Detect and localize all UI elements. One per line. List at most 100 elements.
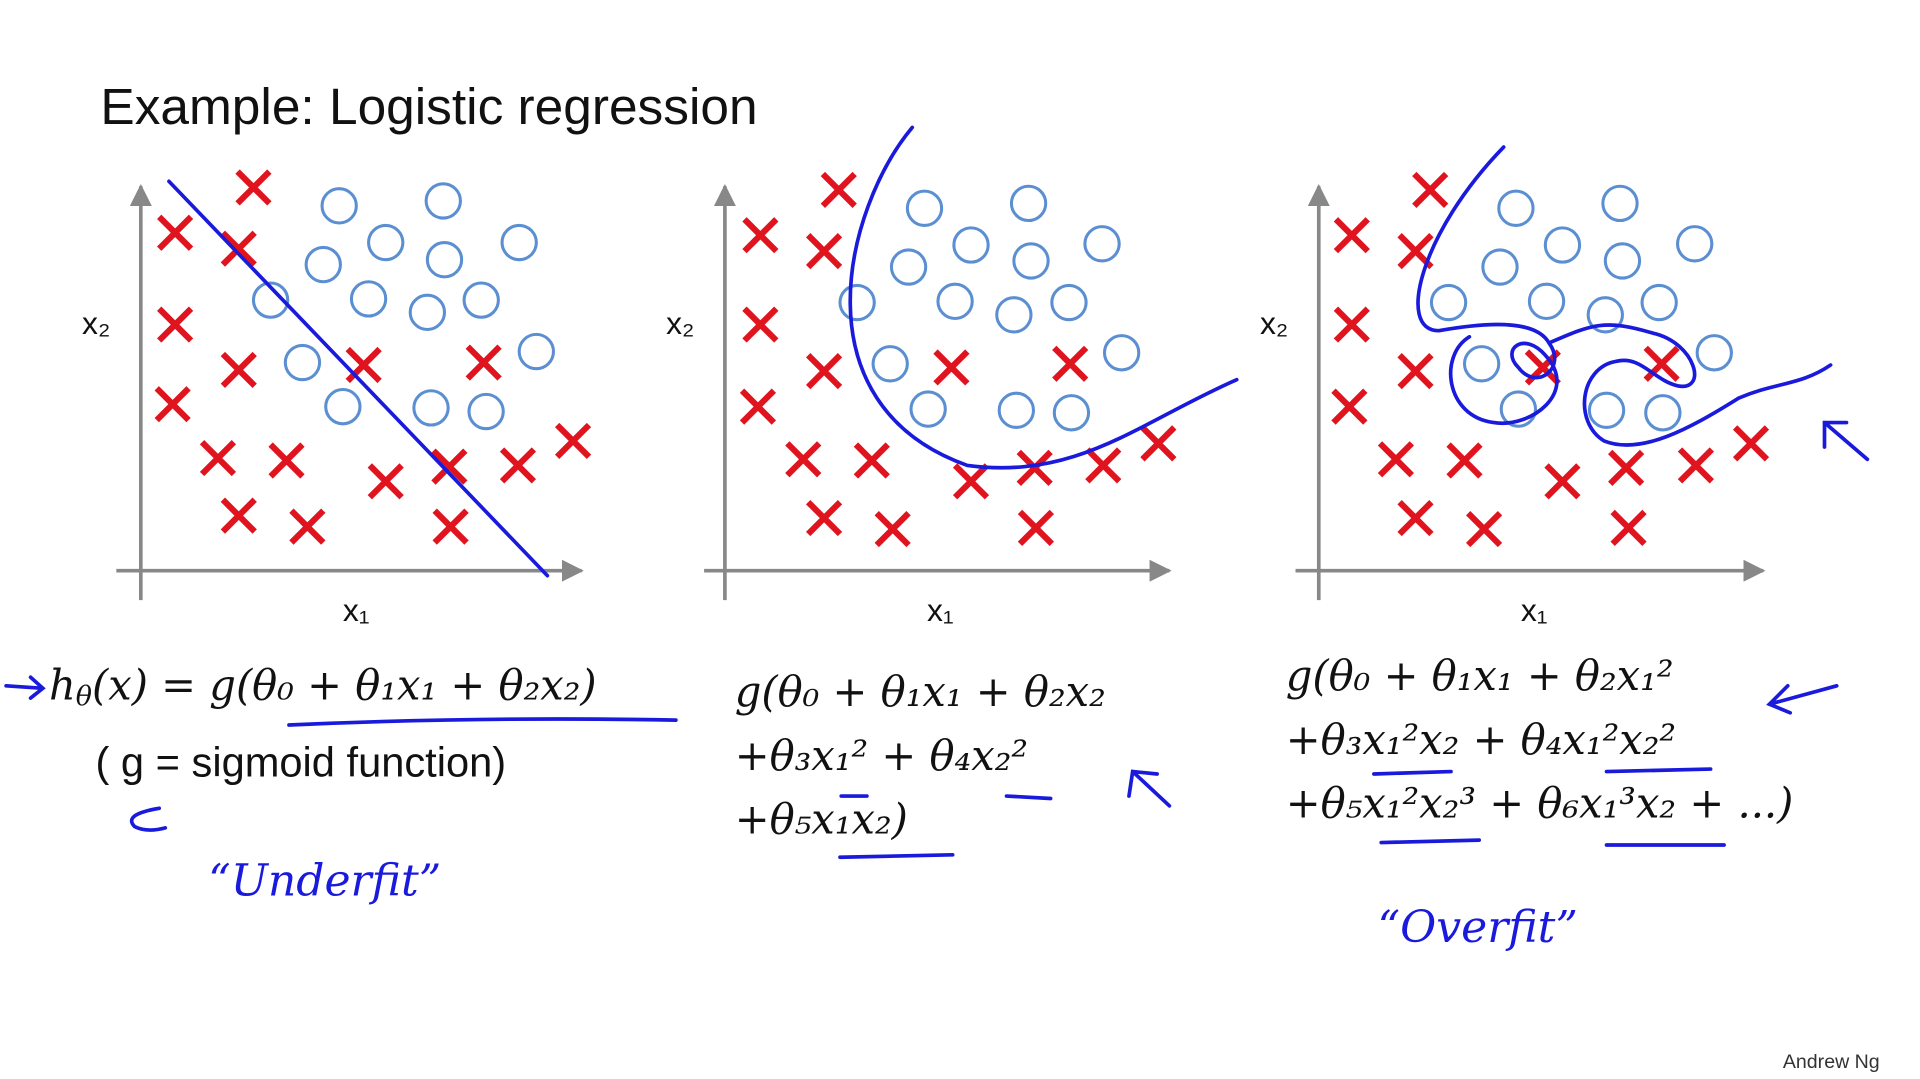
circle-marker [997,391,1035,429]
circle-marker [871,345,909,383]
formula-lhs-subscript: θ [76,681,92,712]
cross-marker [742,217,779,254]
circle-marker [952,226,990,264]
arrow [1766,683,1839,715]
formula-line: +θ₃x₁²x₂ + θ₄x₁²x₂² [1286,715,1676,764]
y-axis-label: x₂ [666,305,694,341]
circle-marker [889,248,928,286]
cross-marker [1052,345,1089,382]
cross-marker [220,351,257,388]
formula-lhs: h [49,660,76,709]
cross-marker [952,463,990,500]
circle-marker [1499,390,1538,428]
circle-marker [1543,226,1582,264]
cross-marker [1377,441,1415,478]
scatter-panel: x₂ x₁ [1260,145,1833,628]
scatter-panel: x₂ x₁ [666,125,1239,628]
cross-marker [157,306,194,343]
cross-marker [805,233,843,270]
cross-marker [289,508,326,545]
circle-marker [425,241,464,279]
cross-marker [933,349,970,386]
cross-marker [465,344,502,381]
cross-marker [820,171,857,208]
cross-marker [853,442,890,479]
circle-marker [304,245,342,284]
formula-line: g(θ₀ + θ₁x₁ + θ₂x₂ [735,667,1106,716]
cross-marker [431,448,468,485]
y-axis-label: x₂ [82,305,110,341]
circle-marker [1586,296,1624,334]
arrow [1822,420,1870,462]
annotations [4,420,1870,860]
cross-marker [805,499,843,537]
circle-marker [367,223,405,262]
cross-marker [199,439,237,477]
arrow [1127,769,1172,808]
x-axis-label: x₁ [343,592,370,628]
y-axis-label: x₂ [1260,305,1288,341]
underline [838,794,1053,860]
cross-marker [220,230,257,267]
circle-marker [1676,225,1714,263]
slide-title: Example: Logistic regression [100,77,757,135]
circle-marker [1083,225,1121,263]
cross-marker [1608,449,1645,486]
x-axis-label: x₁ [1521,592,1548,628]
circle-marker [320,187,358,225]
cross-marker [1333,217,1370,254]
decision-boundary [848,125,1239,470]
circle-marker [1497,189,1535,227]
cross-marker [874,511,911,548]
arrow [129,806,168,832]
circle-marker [1603,242,1642,280]
circle-marker [349,280,388,318]
circle-marker [1102,334,1141,372]
circle-marker [909,390,947,428]
cross-marker [739,388,777,425]
handwritten-label: “Overfit” [1378,902,1578,953]
formula-line: g(θ₀ + θ₁x₁ + θ₂x₁² [1286,651,1674,700]
circle-marker [462,281,500,319]
circle-marker [424,182,462,220]
cross-marker [220,497,257,534]
circle-marker [1052,394,1091,432]
circle-marker [408,293,447,332]
circle-marker [412,389,450,427]
circle-marker [324,387,362,426]
circle-marker [467,392,505,431]
scatter-panel: x₂ x₁ [82,169,592,628]
formula-note: ( g = sigmoid function) [96,738,507,785]
circle-marker [995,296,1033,334]
x-axis-label: x₁ [927,592,954,628]
circle-marker [1587,391,1626,429]
cross-marker [157,214,194,251]
formula-rhs: (x) = g(θ₀ + θ₁x₁ + θ₂x₂) [92,660,597,709]
cross-marker [1446,442,1483,479]
circle-marker [1462,345,1501,383]
handwritten-label: “Underfit” [208,856,441,907]
circle-marker [838,283,876,322]
circle-marker [936,282,974,321]
cross-marker [432,508,469,545]
arrow [4,675,46,700]
circle-marker [1481,248,1519,286]
cross-marker [1643,345,1680,382]
decision-boundary [167,179,550,578]
circle-marker [1050,283,1088,322]
circle-marker [1644,394,1682,432]
cross-marker [345,346,382,384]
circle-marker [1009,184,1048,223]
formula-line: +θ₅x₁x₂) [735,794,908,843]
circle-marker [283,343,322,382]
circle-marker [1640,283,1678,322]
circle-marker [905,189,944,227]
cross-marker [1333,306,1370,343]
cross-marker [1677,447,1715,484]
cross-marker [1016,449,1053,486]
formula-line: +θ₅x₁²x₂³ + θ₆x₁³x₂ + ...) [1286,779,1794,828]
formula-line: +θ₃x₁² + θ₄x₂² [735,731,1028,780]
